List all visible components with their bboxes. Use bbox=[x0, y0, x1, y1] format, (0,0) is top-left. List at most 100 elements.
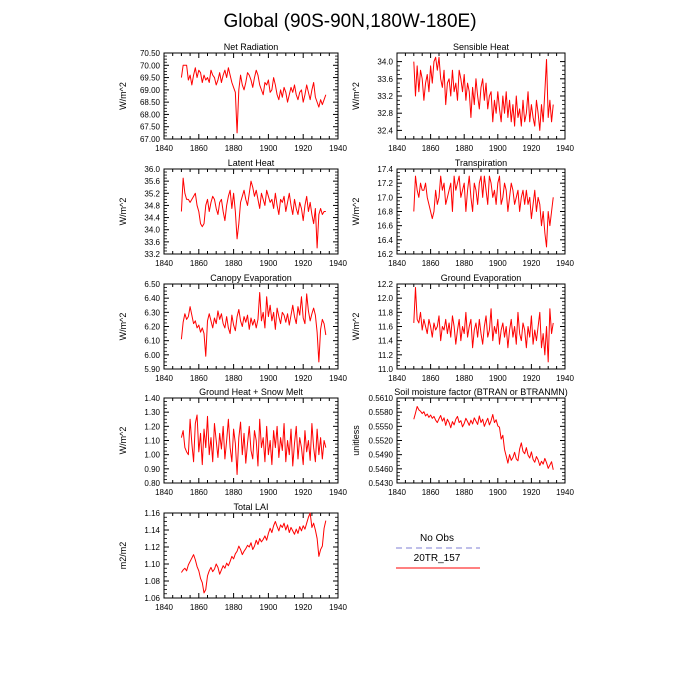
panel-title: Ground Evaporation bbox=[441, 273, 522, 283]
y-tick-label: 11.4 bbox=[378, 337, 394, 346]
x-tick-label: 1920 bbox=[523, 488, 541, 497]
y-tick-label: 0.5550 bbox=[369, 422, 394, 431]
x-tick-label: 1900 bbox=[260, 603, 278, 612]
panel-title: Net Radiation bbox=[224, 42, 279, 52]
series-line-20tr-157 bbox=[180, 512, 327, 594]
series-line-20tr-157 bbox=[180, 64, 327, 134]
y-tick-label: 67.50 bbox=[140, 123, 161, 132]
y-tick-label: 0.80 bbox=[144, 479, 160, 488]
y-axis-label: W/m^2 bbox=[118, 82, 128, 110]
y-tick-label: 0.5610 bbox=[369, 394, 394, 403]
x-tick-label: 1920 bbox=[523, 144, 541, 153]
panel-sensible-heat: Sensible Heat W/m^2 1840 1860 1880 1900 1920 19… bbox=[351, 42, 574, 153]
x-tick-label: 1840 bbox=[155, 603, 173, 612]
panel-title: Canopy Evaporation bbox=[210, 273, 292, 283]
legend-label-20tr-157: 20TR_157 bbox=[414, 553, 461, 564]
y-tick-label: 0.5520 bbox=[369, 437, 394, 446]
x-tick-label: 1940 bbox=[556, 488, 574, 497]
y-tick-label: 6.00 bbox=[144, 351, 160, 360]
y-tick-label: 1.14 bbox=[144, 526, 160, 535]
y-tick-label: 34.0 bbox=[144, 226, 160, 235]
x-tick-label: 1860 bbox=[422, 144, 440, 153]
y-tick-label: 1.10 bbox=[144, 437, 160, 446]
y-tick-label: 6.50 bbox=[144, 280, 160, 289]
y-tick-label: 11.0 bbox=[378, 365, 394, 374]
y-axis-label: W/m^2 bbox=[351, 82, 361, 110]
panel-latent-heat: Latent Heat W/m^2 1840 1860 1880 1900 1920 1940… bbox=[118, 158, 347, 268]
y-tick-label: 6.20 bbox=[144, 323, 160, 332]
y-tick-label: 35.2 bbox=[144, 189, 160, 198]
x-tick-label: 1860 bbox=[422, 488, 440, 497]
y-tick-label: 1.16 bbox=[144, 509, 160, 518]
y-tick-label: 11.6 bbox=[378, 323, 394, 332]
x-tick-label: 1860 bbox=[422, 259, 440, 268]
figure-title: Global (90S-90N,180W-180E) bbox=[223, 11, 476, 32]
x-tick-label: 1940 bbox=[556, 374, 574, 383]
panel-canopy-evaporation: Canopy Evaporation W/m^2 1840 1860 1880 1900 1… bbox=[118, 273, 347, 383]
y-tick-label: 0.5460 bbox=[369, 465, 394, 474]
x-tick-label: 1860 bbox=[190, 144, 208, 153]
series-line-20tr-157 bbox=[180, 292, 327, 363]
series-line-20tr-157 bbox=[413, 56, 554, 131]
x-tick-label: 1880 bbox=[225, 603, 243, 612]
x-tick-label: 1860 bbox=[422, 374, 440, 383]
x-tick-label: 1840 bbox=[388, 259, 406, 268]
y-tick-label: 6.40 bbox=[144, 294, 160, 303]
y-tick-label: 0.5580 bbox=[369, 408, 394, 417]
x-tick-label: 1920 bbox=[294, 259, 312, 268]
y-tick-label: 68.50 bbox=[140, 98, 161, 107]
x-tick-label: 1840 bbox=[155, 488, 173, 497]
x-tick-label: 1860 bbox=[190, 603, 208, 612]
legend-label-no-obs: No Obs bbox=[420, 533, 454, 544]
y-tick-label: 1.30 bbox=[144, 408, 160, 417]
y-tick-label: 36.0 bbox=[144, 165, 160, 174]
series-line-20tr-157 bbox=[180, 177, 326, 249]
y-tick-label: 12.0 bbox=[377, 294, 393, 303]
y-tick-label: 33.6 bbox=[377, 75, 393, 84]
x-tick-label: 1880 bbox=[225, 374, 243, 383]
x-tick-label: 1840 bbox=[155, 259, 173, 268]
x-tick-label: 1920 bbox=[294, 144, 312, 153]
x-tick-label: 1940 bbox=[556, 259, 574, 268]
y-axis-label: W/m^2 bbox=[351, 313, 361, 341]
x-tick-label: 1940 bbox=[329, 603, 347, 612]
y-tick-label: 67.00 bbox=[140, 135, 161, 144]
x-tick-label: 1840 bbox=[155, 144, 173, 153]
x-tick-label: 1900 bbox=[260, 259, 278, 268]
panel-ground-heat-snow-melt: Ground Heat + Snow Melt W/m^2 1840 1860 1880… bbox=[118, 387, 347, 497]
x-tick-label: 1840 bbox=[388, 374, 406, 383]
x-tick-label: 1900 bbox=[489, 144, 507, 153]
panel-total-lai: Total LAI m2/m2 1840 1860 1880 1900 1920 1940 1.… bbox=[118, 502, 347, 612]
x-tick-label: 1880 bbox=[455, 259, 473, 268]
y-axis-label: W/m^2 bbox=[118, 313, 128, 341]
panel-net-radiation: Net Radiation W/m^2 1840 1860 1880 1900 1920 19… bbox=[118, 42, 347, 153]
x-tick-label: 1900 bbox=[260, 374, 278, 383]
y-tick-label: 33.2 bbox=[144, 250, 160, 259]
x-tick-label: 1900 bbox=[489, 488, 507, 497]
y-tick-label: 33.6 bbox=[144, 238, 160, 247]
x-tick-label: 1840 bbox=[388, 144, 406, 153]
panel-title: Total LAI bbox=[233, 502, 268, 512]
series-line-20tr-157 bbox=[180, 414, 327, 475]
y-tick-label: 11.8 bbox=[378, 308, 394, 317]
y-tick-label: 6.10 bbox=[144, 337, 160, 346]
y-tick-label: 17.4 bbox=[377, 165, 393, 174]
y-tick-label: 6.30 bbox=[144, 308, 160, 317]
y-tick-label: 1.00 bbox=[144, 451, 160, 460]
y-tick-label: 1.40 bbox=[144, 394, 160, 403]
panel-title: Ground Heat + Snow Melt bbox=[199, 387, 303, 397]
panel-soil-moisture-factor-btran-or-btranmn: Soil moisture factor (BTRAN or BTRANMN) u… bbox=[351, 387, 574, 497]
x-tick-label: 1940 bbox=[329, 374, 347, 383]
y-tick-label: 1.12 bbox=[144, 543, 160, 552]
y-tick-label: 16.8 bbox=[377, 208, 393, 217]
x-tick-label: 1920 bbox=[294, 488, 312, 497]
x-tick-label: 1860 bbox=[190, 488, 208, 497]
x-tick-label: 1940 bbox=[556, 144, 574, 153]
x-tick-label: 1920 bbox=[523, 374, 541, 383]
panel-title: Soil moisture factor (BTRAN or BTRANMN) bbox=[394, 387, 568, 397]
x-tick-label: 1880 bbox=[225, 259, 243, 268]
x-tick-label: 1840 bbox=[388, 488, 406, 497]
y-tick-label: 35.6 bbox=[144, 177, 160, 186]
series-line-20tr-157 bbox=[413, 287, 554, 363]
